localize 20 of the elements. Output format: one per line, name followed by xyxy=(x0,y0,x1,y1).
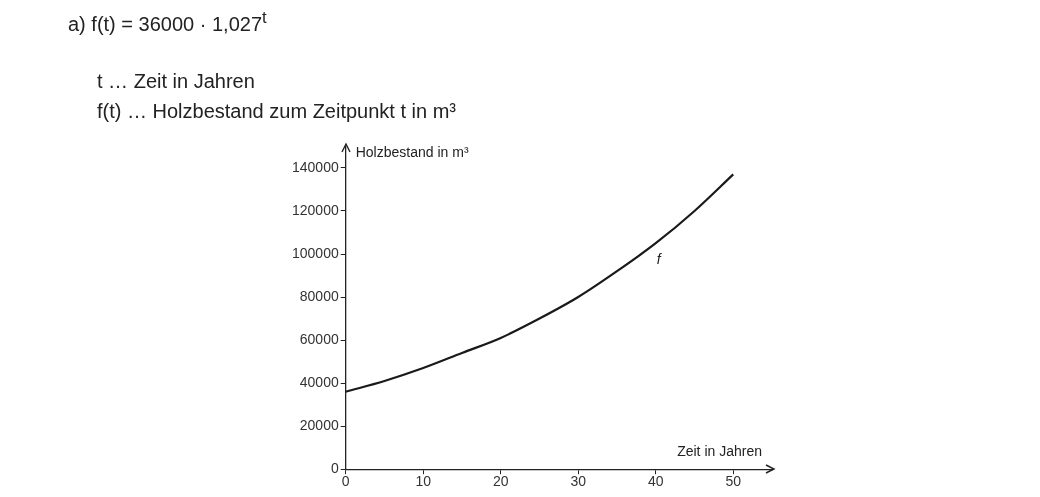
x-tick-label: 50 xyxy=(725,473,742,490)
x-tick-label: 30 xyxy=(570,473,587,490)
x-tick-label: 40 xyxy=(647,473,664,490)
text: f(t) … Holzbestand zum Zeitpunkt t in m³ xyxy=(97,100,457,123)
y-tick-label: 20000 xyxy=(299,417,339,434)
x-tick-label: 0 xyxy=(341,473,350,490)
y-tick-label: 40000 xyxy=(299,373,339,390)
x-tick-label: 20 xyxy=(492,473,509,490)
y-tick-label: 60000 xyxy=(299,330,339,347)
x-tick-label: 10 xyxy=(415,473,432,490)
y-tick-label: 80000 xyxy=(299,287,339,304)
y-tick-label: 140000 xyxy=(292,158,339,175)
x-axis-title: Zeit in Jahren xyxy=(677,443,762,460)
text: a) f(t) = 36000 · 1,027$^{t}$ xyxy=(68,8,267,36)
y-tick-label: 100000 xyxy=(292,244,339,261)
y-axis-title: Holzbestand in m³ xyxy=(355,144,469,161)
annotation: f xyxy=(656,251,663,268)
text: t … Zeit in Jahren xyxy=(97,70,255,93)
y-tick-label: 0 xyxy=(330,460,339,477)
y-tick-label: 120000 xyxy=(292,201,339,218)
